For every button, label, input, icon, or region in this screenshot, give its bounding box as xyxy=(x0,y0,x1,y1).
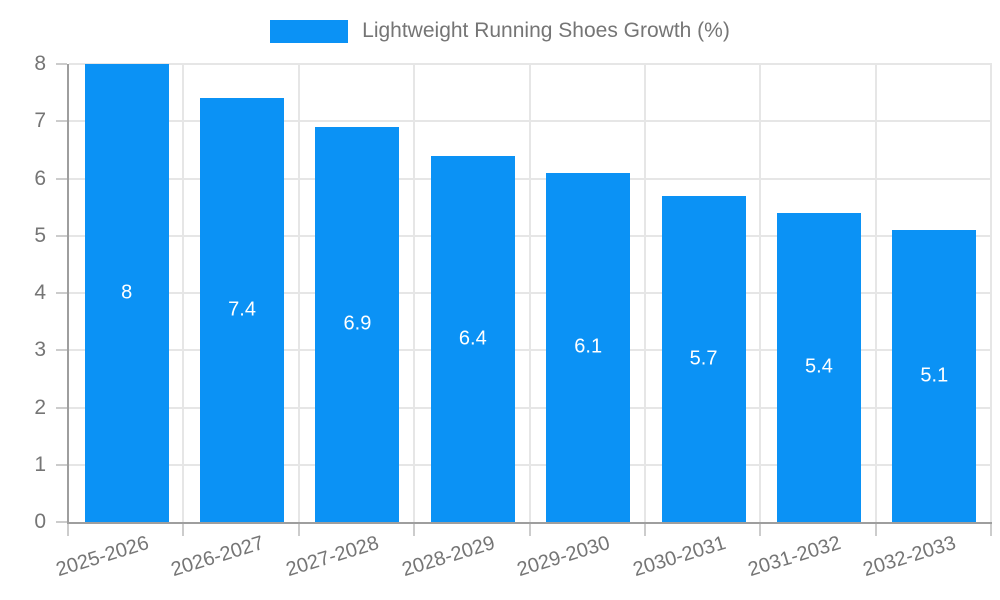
gridline-vertical xyxy=(990,64,992,522)
bar-value-label: 5.4 xyxy=(805,355,833,378)
y-axis-tick xyxy=(56,234,67,237)
bar: 8 xyxy=(84,64,169,522)
gridline-horizontal xyxy=(69,463,992,466)
y-axis-tick xyxy=(56,292,67,294)
x-axis-tick xyxy=(990,524,992,536)
y-tick-label: 3 xyxy=(34,338,46,362)
bar: 5.7 xyxy=(661,195,746,522)
y-tick-label: 7 xyxy=(34,109,46,133)
bar-value-label: 8 xyxy=(121,281,133,304)
legend: Lightweight Running Shoes Growth (%) xyxy=(0,18,1000,44)
x-axis-tick xyxy=(67,524,69,536)
y-axis-tick xyxy=(56,177,67,180)
y-tick-label: 1 xyxy=(34,452,46,476)
bar: 6.4 xyxy=(430,155,515,522)
bar: 6.1 xyxy=(546,172,631,522)
x-axis-tick xyxy=(528,524,531,536)
gridline-vertical xyxy=(759,64,762,522)
y-tick-label: 4 xyxy=(34,281,46,304)
bar-value-label: 5.1 xyxy=(920,364,949,387)
legend-label: Lightweight Running Shoes Growth (%) xyxy=(362,19,730,42)
gridline-horizontal xyxy=(69,234,992,237)
gridline-horizontal xyxy=(69,292,992,294)
y-tick-label: 0 xyxy=(34,510,46,533)
x-axis-tick xyxy=(182,524,185,536)
gridline-horizontal xyxy=(69,120,992,123)
bar-value-label: 6.1 xyxy=(574,335,603,358)
y-axis-tick xyxy=(56,406,67,409)
y-axis-tick xyxy=(56,120,67,123)
x-axis-tick xyxy=(413,524,416,536)
x-axis-tick xyxy=(874,524,877,536)
y-axis-tick xyxy=(56,463,67,466)
gridline-vertical xyxy=(297,64,300,522)
gridline-horizontal xyxy=(69,406,992,409)
plot-area: 8 7.4 6.9 6.4 6.1 5.7 5.4 5.1 xyxy=(67,63,992,524)
y-axis-tick xyxy=(56,349,67,352)
legend-swatch xyxy=(270,19,349,43)
bar: 6.9 xyxy=(315,126,400,522)
y-axis-tick xyxy=(56,521,67,523)
bar: 7.4 xyxy=(200,98,285,522)
y-tick-label: 6 xyxy=(34,166,46,190)
gridline-vertical xyxy=(182,64,185,522)
x-axis-tick xyxy=(297,524,300,536)
gridline-vertical xyxy=(528,64,531,522)
x-axis-tick xyxy=(643,524,646,536)
gridline-vertical xyxy=(874,64,877,522)
y-tick-label: 8 xyxy=(34,52,46,75)
gridline-horizontal xyxy=(69,349,992,352)
gridline-vertical xyxy=(643,64,646,522)
bar-value-label: 6.4 xyxy=(458,327,487,350)
gridline-horizontal xyxy=(69,63,992,65)
gridline-horizontal xyxy=(69,177,992,180)
bar: 5.4 xyxy=(776,212,861,522)
bar-value-label: 5.7 xyxy=(689,347,718,370)
bar-value-label: 6.9 xyxy=(343,312,372,335)
gridline-vertical xyxy=(413,64,416,522)
bar-value-label: 7.4 xyxy=(228,298,256,321)
y-axis-tick xyxy=(56,63,67,65)
y-tick-label: 5 xyxy=(34,223,46,247)
y-tick-label: 2 xyxy=(34,395,46,419)
x-axis-tick xyxy=(759,524,762,536)
bar: 5.1 xyxy=(892,230,977,522)
